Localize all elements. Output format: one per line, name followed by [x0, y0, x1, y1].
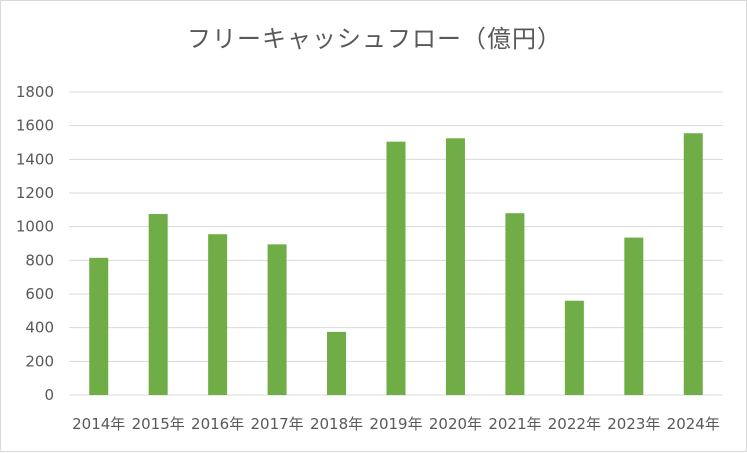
bar-2023年	[624, 237, 644, 395]
y-tick-label: 1800	[16, 83, 54, 101]
bar-2014年	[89, 257, 109, 395]
bar-2024年	[683, 133, 703, 395]
x-axis-ticks: 2014年 2015年 2016年 2017年 2018年 2019年 2020年 2021年…	[72, 415, 720, 433]
y-tick-label: 1000	[16, 218, 54, 236]
x-tick-label: 2014年	[72, 415, 125, 433]
y-tick-label: 1600	[16, 117, 54, 135]
x-tick-label: 2021年	[488, 415, 541, 433]
bar-2016年	[208, 234, 228, 395]
bar-2015年	[148, 214, 168, 395]
bar-2018年	[327, 331, 347, 395]
y-tick-label: 400	[25, 319, 54, 337]
bar-2021年	[505, 213, 525, 395]
y-tick-label: 200	[25, 352, 54, 370]
x-tick-label: 2023年	[607, 415, 660, 433]
y-tick-label: 1400	[16, 150, 54, 168]
x-tick-label: 2017年	[250, 415, 303, 433]
x-tick-label: 2015年	[132, 415, 185, 433]
x-tick-label: 2024年	[667, 415, 720, 433]
bar-2019年	[386, 141, 406, 395]
x-tick-label: 2019年	[369, 415, 422, 433]
bar-2022年	[564, 300, 584, 395]
x-tick-label: 2022年	[548, 415, 601, 433]
bar-2020年	[445, 138, 465, 395]
x-tick-label: 2020年	[429, 415, 482, 433]
bar-2017年	[267, 244, 287, 395]
y-tick-label: 0	[44, 386, 54, 404]
chart-title: フリーキャッシュフロー（億円）	[187, 25, 562, 53]
x-tick-label: 2018年	[310, 415, 363, 433]
y-tick-label: 600	[25, 285, 54, 303]
y-tick-label: 1200	[16, 184, 54, 202]
x-tick-label: 2016年	[191, 415, 244, 433]
y-tick-label: 800	[25, 251, 54, 269]
bars	[89, 133, 703, 395]
y-axis-ticks: 0 200 400 600 800 1000 1200 1400 1600 1800	[16, 83, 54, 404]
